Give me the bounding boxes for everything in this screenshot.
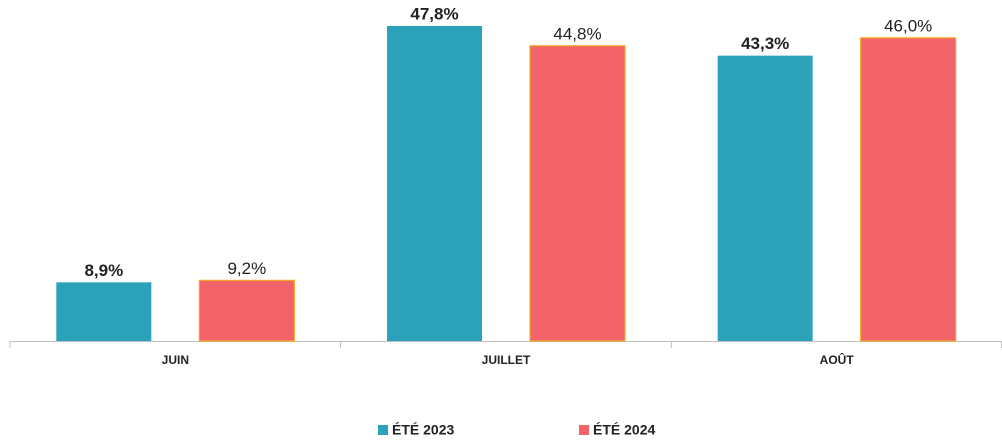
bar — [717, 55, 813, 341]
value-label: 9,2% — [227, 259, 266, 278]
bar — [198, 279, 295, 342]
x-tick-label: AOÛT — [820, 352, 855, 367]
x-tick-label: JUIN — [162, 353, 189, 367]
value-label: 44,8% — [553, 24, 601, 43]
value-label: 8,9% — [84, 261, 123, 280]
legend-label: ÉTÉ 2023 — [392, 422, 454, 438]
value-label: 46,0% — [884, 16, 932, 35]
value-label: 43,3% — [741, 34, 789, 53]
bar — [387, 26, 482, 341]
bar — [529, 45, 626, 342]
legend-label: ÉTÉ 2024 — [593, 422, 655, 438]
legend-swatch — [378, 425, 388, 435]
value-label: 47,8% — [410, 4, 458, 23]
bar — [56, 282, 152, 341]
x-tick-label: JUILLET — [482, 353, 531, 367]
bar — [860, 37, 957, 342]
legend-swatch — [579, 425, 589, 435]
